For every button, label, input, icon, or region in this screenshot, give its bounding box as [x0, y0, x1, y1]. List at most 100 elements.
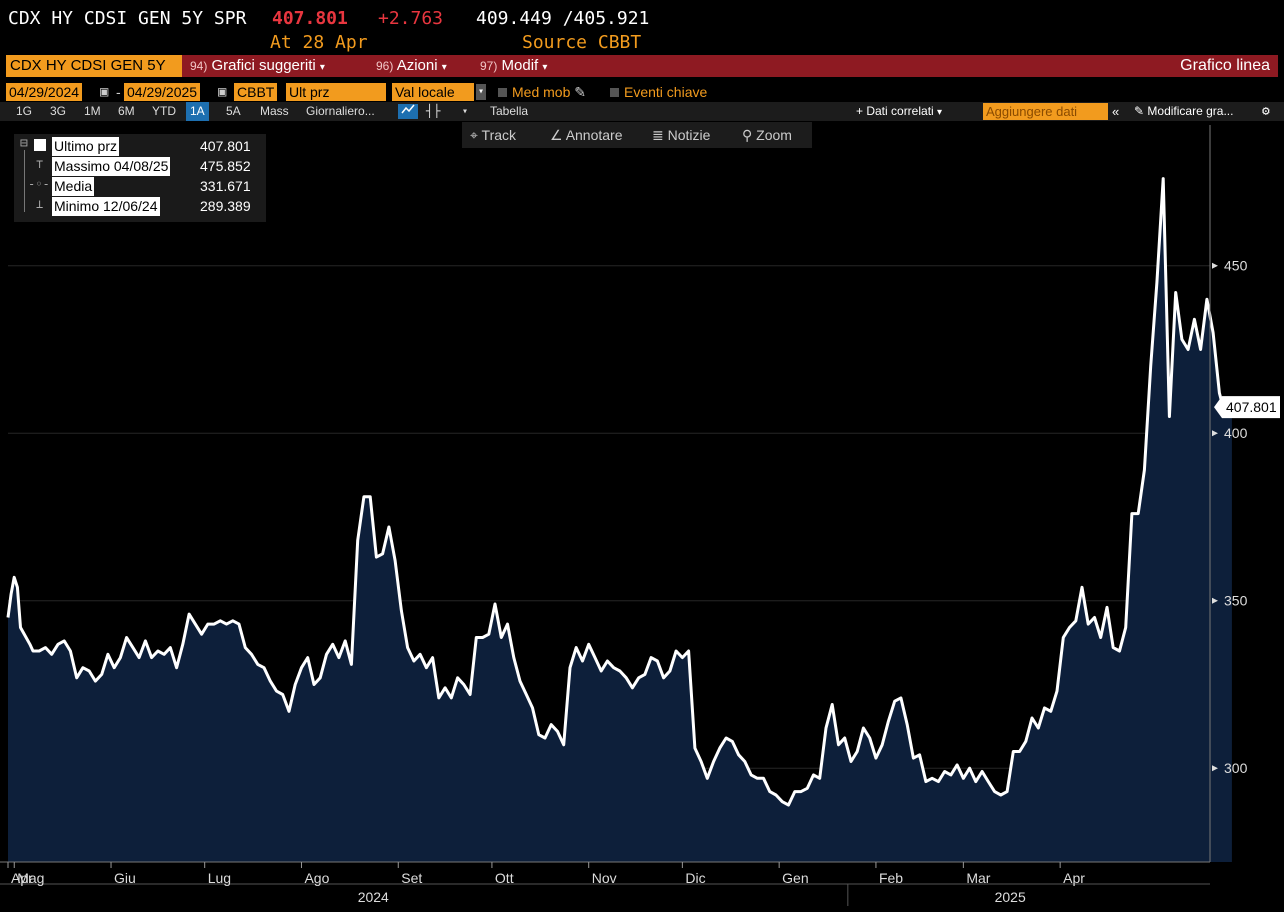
range-1d[interactable]: 1G: [16, 104, 33, 118]
x-tick-label: Ott: [495, 870, 514, 886]
y-tick-label: 450: [1224, 258, 1248, 274]
date-to-field[interactable]: 04/29/2025: [124, 83, 201, 101]
legend-max-value: 475.852: [200, 158, 251, 174]
y-tick-mark: [1212, 597, 1218, 604]
legend-avg-value: 331.671: [200, 178, 251, 194]
gear-icon[interactable]: ⚙: [1262, 104, 1270, 119]
chevron-down-icon: ▾: [937, 107, 943, 118]
pencil-icon: ✎: [1134, 104, 1145, 118]
chevron-down-icon[interactable]: ▾: [462, 106, 469, 117]
x-tick-label: Gen: [782, 870, 808, 886]
chevron-down-icon[interactable]: ▾: [476, 84, 487, 100]
x-tick-label: Ago: [304, 870, 329, 886]
legend-avg-label: Media: [52, 177, 95, 196]
menu-edit[interactable]: 97) Modif ▾: [480, 57, 548, 74]
chevron-down-icon: ▾: [319, 62, 325, 73]
currency-select[interactable]: Val locale: [392, 83, 474, 101]
date-from-field[interactable]: 04/29/2024: [6, 83, 83, 101]
quote-source: Source CBBT: [522, 32, 642, 53]
price-change: +2.763: [378, 8, 444, 29]
y-tick-mark: [1212, 430, 1218, 437]
bar-chart-icon[interactable]: ┤├: [426, 104, 441, 118]
legend-min-value: 289.389: [200, 198, 251, 214]
x-tick-label: Lug: [208, 870, 231, 886]
x-tick-label: Giu: [114, 870, 136, 886]
table-button[interactable]: Tabella: [490, 104, 529, 118]
ticker: CDX HY CDSI GEN 5Y SPR: [8, 8, 247, 29]
news-button[interactable]: ≣ Notizie: [652, 127, 711, 143]
range-1m[interactable]: 1M: [84, 104, 101, 118]
legend-last-value: 407.801: [200, 138, 251, 154]
x-tick-label: Set: [401, 870, 422, 886]
news-icon: ≣: [652, 127, 664, 143]
modify-chart-button[interactable]: ✎ Modificare gra...: [1134, 104, 1234, 118]
y-tick-mark: [1212, 262, 1218, 269]
x-tick-label: Nov: [592, 870, 617, 886]
chevron-down-icon: ▾: [542, 62, 548, 73]
menu-actions[interactable]: 96) Azioni ▾: [376, 57, 447, 74]
y-tick-label: 400: [1224, 425, 1248, 441]
last-price: 407.801: [272, 8, 348, 29]
range-3d[interactable]: 3G: [50, 104, 67, 118]
calendar-icon[interactable]: ▣: [218, 84, 227, 100]
menu-suggested-charts[interactable]: 94) Grafici suggeriti ▾: [190, 57, 325, 74]
range-1y[interactable]: 1A: [186, 102, 209, 121]
legend-max-label: Massimo 04/08/25: [52, 157, 171, 176]
zoom-button[interactable]: ⚲ Zoom: [742, 127, 792, 143]
key-events-toggle[interactable]: Eventi chiave: [610, 83, 707, 101]
chart-type-label[interactable]: Grafico linea: [1180, 57, 1270, 74]
track-button[interactable]: ⌖ Track: [470, 127, 517, 143]
x-tick-label: Mar: [966, 870, 990, 886]
crosshair-icon: ⌖: [470, 127, 478, 143]
add-data-button[interactable]: Aggiungere dati: [983, 103, 1108, 120]
legend-tree-line: [24, 150, 25, 212]
y-tick-mark: [1212, 765, 1218, 772]
price-field-select[interactable]: Ult prz: [286, 83, 386, 101]
price-area: [8, 178, 1232, 863]
range-5y[interactable]: 5A: [226, 104, 241, 118]
pencil-icon: ∠: [550, 127, 563, 143]
quote-time: At 28 Apr: [270, 32, 368, 53]
source-field[interactable]: CBBT: [234, 83, 278, 101]
x-tick-label: Apr: [11, 870, 33, 886]
pencil-icon: ✎: [574, 84, 586, 100]
high-low-range: 409.449 /405.921: [476, 8, 650, 29]
moving-average-toggle[interactable]: Med mob ✎: [498, 83, 586, 101]
x-tick-label: Mag: [17, 870, 44, 886]
last-value-label: 407.801: [1226, 399, 1277, 415]
collapse-icon[interactable]: ⊟: [20, 136, 28, 151]
menu-bar: [182, 55, 1278, 77]
y-tick-label: 300: [1224, 760, 1248, 776]
security-box[interactable]: [6, 55, 182, 77]
year-label: 2025: [995, 889, 1026, 905]
calendar-icon[interactable]: ▣: [100, 84, 109, 100]
related-data-button[interactable]: + Dati correlati ▾: [856, 104, 943, 118]
low-marker-icon: ⊥: [36, 197, 44, 211]
high-marker-icon: ⊤: [36, 157, 44, 171]
collapse-button[interactable]: «: [1112, 104, 1120, 119]
security-name[interactable]: CDX HY CDSI GEN 5Y: [10, 57, 166, 74]
series-color-swatch: [34, 139, 46, 151]
price-line: [6, 177, 1234, 807]
x-tick-label: Feb: [879, 870, 903, 886]
date-separator: -: [116, 84, 121, 100]
quote-header: [0, 0, 1284, 54]
last-value-marker: 407.801: [1214, 396, 1280, 419]
legend-last-label: Ultimo prz: [52, 137, 120, 156]
period-select[interactable]: Giornaliero...: [306, 104, 375, 118]
range-6m[interactable]: 6M: [118, 104, 135, 118]
x-tick-label: Apr: [1063, 870, 1085, 886]
range-max[interactable]: Mass: [260, 104, 289, 118]
x-tick-label: Dic: [685, 870, 705, 886]
annotate-button[interactable]: ∠ Annotare: [550, 127, 623, 143]
year-label: 2024: [358, 889, 389, 905]
line-chart-icon[interactable]: [398, 104, 418, 119]
range-ytd[interactable]: YTD: [152, 104, 176, 118]
average-marker-icon: -◦-: [28, 177, 50, 191]
magnifier-icon: ⚲: [742, 127, 753, 143]
range-bar: [0, 102, 1284, 121]
legend-min-label: Minimo 12/06/24: [52, 197, 160, 216]
y-tick-label: 350: [1224, 593, 1248, 609]
